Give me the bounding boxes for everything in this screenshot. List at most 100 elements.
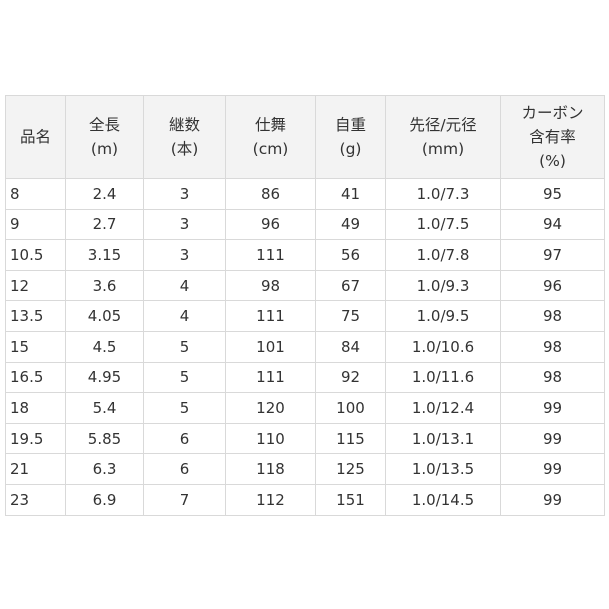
header-weight: 自重 (g) (315, 95, 386, 179)
table-row: 8 2.4 3 86 41 1.0/7.3 95 (5, 178, 605, 210)
cell-weight: 100 (315, 392, 386, 424)
cell-carbon-content: 97 (500, 239, 605, 271)
header-line: 仕舞 (254, 116, 286, 134)
cell-length: 6.9 (65, 483, 144, 516)
cell-product: 19.5 (5, 422, 66, 455)
cell-tip-butt-diameter: 1.0/9.3 (385, 269, 501, 302)
cell-product: 18 (5, 392, 66, 424)
cell-sections: 5 (143, 361, 226, 394)
header-line: 含有率 (529, 128, 576, 146)
table-row: 15 4.5 5 101 84 1.0/10.6 98 (5, 330, 605, 363)
cell-tip-butt-diameter: 1.0/7.5 (385, 208, 501, 241)
cell-sections: 4 (143, 300, 226, 332)
header-line: (%) (539, 152, 566, 170)
header-length: 全長 (m) (65, 95, 144, 179)
header-line: (本) (170, 140, 199, 158)
cell-length: 4.95 (65, 361, 144, 394)
cell-tip-butt-diameter: 1.0/9.5 (385, 300, 501, 332)
header-line: (g) (339, 140, 362, 158)
cell-tip-butt-diameter: 1.0/13.1 (385, 422, 501, 455)
cell-length: 4.5 (65, 330, 144, 363)
header-line: 全長 (88, 116, 120, 134)
cell-length: 4.05 (65, 300, 144, 332)
cell-weight: 125 (315, 453, 386, 485)
cell-closed-length: 86 (225, 178, 316, 210)
cell-closed-length: 111 (225, 300, 316, 332)
table-row: 18 5.4 5 120 100 1.0/12.4 99 (5, 392, 605, 424)
header-line: (m) (90, 140, 119, 158)
header-line: 自重 (334, 116, 366, 134)
cell-carbon-content: 94 (500, 208, 605, 241)
cell-weight: 115 (315, 422, 386, 455)
cell-tip-butt-diameter: 1.0/12.4 (385, 392, 501, 424)
cell-length: 2.4 (65, 178, 144, 210)
cell-weight: 41 (315, 178, 386, 210)
cell-tip-butt-diameter: 1.0/14.5 (385, 483, 501, 516)
cell-sections: 3 (143, 178, 226, 210)
cell-product: 15 (5, 330, 66, 363)
cell-product: 12 (5, 269, 66, 302)
cell-weight: 67 (315, 269, 386, 302)
cell-tip-butt-diameter: 1.0/10.6 (385, 330, 501, 363)
cell-closed-length: 111 (225, 239, 316, 271)
header-line: 継数 (168, 116, 200, 134)
header-row: 品名 全長 (m) 継数 (本) 仕舞 (cm) 自重 (g) 先径/元径 (mm) カーボン含有率 (… (5, 95, 605, 179)
cell-tip-butt-diameter: 1.0/7.3 (385, 178, 501, 210)
cell-product: 23 (5, 483, 66, 516)
cell-sections: 6 (143, 453, 226, 485)
cell-sections: 3 (143, 208, 226, 241)
cell-product: 8 (5, 178, 66, 210)
cell-carbon-content: 99 (500, 483, 605, 516)
header-product: 品名 (5, 95, 66, 179)
cell-product: 21 (5, 453, 66, 485)
cell-weight: 84 (315, 330, 386, 363)
header-line: (mm) (421, 140, 465, 158)
cell-carbon-content: 98 (500, 361, 605, 394)
cell-length: 5.4 (65, 392, 144, 424)
cell-sections: 4 (143, 269, 226, 302)
cell-carbon-content: 98 (500, 330, 605, 363)
cell-tip-butt-diameter: 1.0/11.6 (385, 361, 501, 394)
cell-product: 13.5 (5, 300, 66, 332)
cell-carbon-content: 95 (500, 178, 605, 210)
table-row: 16.5 4.95 5 111 92 1.0/11.6 98 (5, 361, 605, 394)
table-row: 19.5 5.85 6 110 115 1.0/13.1 99 (5, 422, 605, 455)
header-line: (cm) (252, 140, 289, 158)
cell-carbon-content: 99 (500, 453, 605, 485)
cell-product: 16.5 (5, 361, 66, 394)
header-line: 品名 (20, 128, 52, 146)
cell-closed-length: 101 (225, 330, 316, 363)
header-line: カーボン (521, 104, 584, 122)
cell-closed-length: 98 (225, 269, 316, 302)
table-row: 12 3.6 4 98 67 1.0/9.3 96 (5, 269, 605, 302)
table-row: 21 6.3 6 118 125 1.0/13.5 99 (5, 453, 605, 485)
table-row: 23 6.9 7 112 151 1.0/14.5 99 (5, 483, 605, 516)
cell-closed-length: 120 (225, 392, 316, 424)
header-closed-length: 仕舞 (cm) (225, 95, 316, 179)
cell-weight: 75 (315, 300, 386, 332)
cell-tip-butt-diameter: 1.0/7.8 (385, 239, 501, 271)
table-row: 10.5 3.15 3 111 56 1.0/7.8 97 (5, 239, 605, 271)
cell-closed-length: 96 (225, 208, 316, 241)
cell-length: 5.85 (65, 422, 144, 455)
cell-carbon-content: 96 (500, 269, 605, 302)
table-row: 9 2.7 3 96 49 1.0/7.5 94 (5, 208, 605, 241)
cell-sections: 3 (143, 239, 226, 271)
cell-closed-length: 112 (225, 483, 316, 516)
table-row: 13.5 4.05 4 111 75 1.0/9.5 98 (5, 300, 605, 332)
spec-table: 品名 全長 (m) 継数 (本) 仕舞 (cm) 自重 (g) 先径/元径 (mm) カーボン含有率 (… (5, 95, 605, 516)
cell-carbon-content: 98 (500, 300, 605, 332)
header-carbon-content: カーボン含有率 (%) (500, 95, 605, 179)
cell-carbon-content: 99 (500, 422, 605, 455)
cell-length: 6.3 (65, 453, 144, 485)
cell-length: 3.6 (65, 269, 144, 302)
cell-product: 10.5 (5, 239, 66, 271)
cell-sections: 5 (143, 392, 226, 424)
cell-length: 3.15 (65, 239, 144, 271)
cell-weight: 49 (315, 208, 386, 241)
cell-weight: 151 (315, 483, 386, 516)
cell-closed-length: 110 (225, 422, 316, 455)
header-line: 先径/元径 (409, 116, 477, 134)
cell-sections: 7 (143, 483, 226, 516)
header-sections: 継数 (本) (143, 95, 226, 179)
